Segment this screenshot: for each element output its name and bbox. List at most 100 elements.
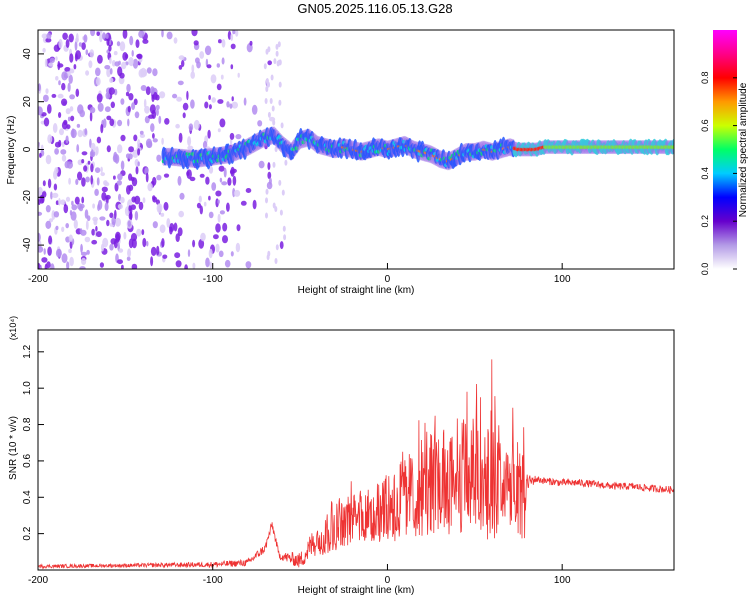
noise-blob — [143, 98, 147, 108]
noise-blob — [101, 186, 108, 193]
noise-blob — [113, 51, 118, 56]
noise-blob — [135, 166, 139, 175]
noise-blob — [208, 95, 211, 100]
noise-blob — [270, 74, 274, 81]
noise-blob — [65, 196, 71, 202]
y-tick-label: 0.4 — [22, 490, 33, 504]
noise-blob — [100, 172, 105, 177]
noise-blob — [221, 39, 226, 48]
noise-blob — [145, 172, 149, 183]
noise-blob — [192, 239, 196, 248]
noise-blob — [57, 63, 64, 68]
noise-blob — [117, 66, 123, 77]
noise-blob — [208, 104, 212, 110]
noise-blob — [243, 97, 247, 106]
noise-blob — [192, 262, 196, 269]
noise-blob — [118, 60, 121, 66]
noise-blob — [216, 63, 220, 68]
noise-blob — [90, 30, 96, 37]
noise-blob — [137, 148, 141, 156]
noise-blob — [161, 137, 164, 145]
noise-blob — [222, 222, 228, 232]
noise-blob — [83, 165, 88, 172]
noise-blob — [198, 238, 205, 249]
noise-blob — [65, 135, 69, 144]
noise-blob — [92, 203, 95, 209]
noise-blob — [76, 144, 80, 153]
noise-blob — [230, 166, 235, 177]
noise-blob — [84, 209, 89, 219]
noise-blob — [84, 128, 88, 136]
noise-blob — [70, 211, 77, 221]
noise-blob — [118, 248, 124, 253]
noise-blob — [226, 202, 230, 212]
noise-blob — [61, 71, 68, 81]
noise-blob — [221, 57, 225, 65]
noise-blob — [150, 86, 155, 95]
noise-blob — [128, 211, 133, 220]
noise-blob — [208, 166, 214, 174]
noise-blob — [161, 30, 164, 38]
noise-blob — [73, 219, 78, 229]
noise-blob — [38, 211, 43, 216]
noise-blob — [58, 198, 61, 206]
noise-blob — [215, 223, 221, 233]
noise-blob — [142, 237, 147, 248]
noise-blob — [45, 88, 49, 94]
noise-blob — [79, 228, 83, 234]
x-tick-label: -100 — [203, 274, 223, 285]
noise-blob — [152, 196, 158, 203]
noise-blob — [152, 138, 158, 143]
noise-blob — [68, 74, 73, 84]
noise-blob — [155, 108, 159, 117]
noise-blob — [136, 53, 142, 59]
noise-blob — [95, 150, 98, 157]
noise-blob — [130, 176, 135, 182]
noise-blob — [279, 209, 283, 216]
noise-blob — [216, 83, 222, 91]
noise-blob — [78, 42, 82, 47]
noise-blob — [63, 204, 69, 214]
noise-blob — [267, 81, 270, 88]
noise-blob — [53, 44, 60, 52]
noise-blob — [80, 251, 88, 256]
noise-blob — [122, 30, 128, 39]
noise-blob — [127, 248, 132, 258]
noise-blob — [187, 136, 192, 147]
noise-blob — [68, 234, 73, 242]
noise-blob — [79, 266, 86, 269]
noise-blob — [104, 182, 110, 187]
noise-blob — [71, 128, 75, 138]
x-tick-label: 0 — [385, 274, 391, 285]
noise-blob — [218, 39, 222, 44]
noise-blob — [146, 141, 153, 149]
noise-blob — [45, 220, 52, 229]
noise-blob — [220, 74, 224, 80]
noise-blob — [135, 39, 140, 48]
noise-blob — [206, 64, 212, 69]
noise-blob — [54, 167, 59, 174]
noise-blob — [60, 149, 67, 155]
noise-blob — [128, 93, 134, 101]
noise-blob — [138, 68, 145, 78]
noise-blob — [131, 50, 134, 57]
noise-blob — [272, 202, 276, 209]
noise-blob — [75, 88, 80, 98]
noise-blob — [127, 118, 130, 127]
snr-x-label: Height of straight line (km) — [298, 585, 415, 596]
noise-blob — [106, 115, 112, 121]
noise-blob — [187, 145, 194, 150]
noise-blob — [104, 106, 111, 113]
noise-blob — [65, 39, 70, 48]
noise-blob — [195, 57, 200, 64]
noise-blob — [51, 93, 57, 98]
colorbar-tick-label: 0.0 — [700, 263, 710, 276]
noise-blob — [162, 254, 168, 259]
noise-blob — [95, 77, 101, 86]
noise-blob — [61, 253, 68, 264]
noise-blob — [50, 263, 55, 269]
noise-blob — [150, 246, 157, 256]
noise-blob — [236, 224, 241, 232]
noise-blob — [203, 201, 207, 207]
noise-blob — [276, 60, 280, 67]
